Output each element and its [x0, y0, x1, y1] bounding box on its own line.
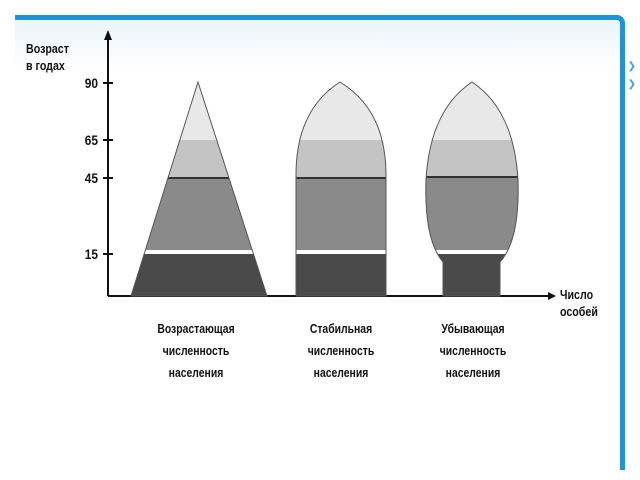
pyramid-declining-outline — [425, 81, 519, 297]
pyramid-declining — [425, 82, 519, 296]
y-tick-label: 15 — [84, 246, 98, 262]
y-tick-label: 45 — [84, 170, 98, 186]
caption-stable: Стабильная численность населения — [307, 321, 375, 380]
y-tick-label: 90 — [84, 75, 98, 91]
caption-declining: Убывающая численность населения — [439, 321, 507, 380]
slide-frame — [15, 15, 625, 470]
caption-growing: Возрастающая численность населения — [157, 321, 235, 380]
x-axis-label: Число особей — [560, 287, 598, 319]
y-tick-label: 65 — [84, 132, 98, 148]
corner-arrow-icon: ❯ — [627, 61, 636, 72]
y-axis-arrow-icon — [104, 30, 112, 40]
pyramid-stable — [296, 82, 386, 296]
pyramid-growing-outline — [130, 80, 268, 297]
y-axis-label: Возраст в годах — [26, 41, 69, 73]
pyramid-growing — [131, 82, 267, 296]
corner-arrow-icon: ❯ — [627, 79, 636, 90]
pyramid-stable-outline — [295, 81, 387, 297]
x-axis-arrow-icon — [548, 292, 556, 300]
slide-header-band — [15, 18, 621, 70]
